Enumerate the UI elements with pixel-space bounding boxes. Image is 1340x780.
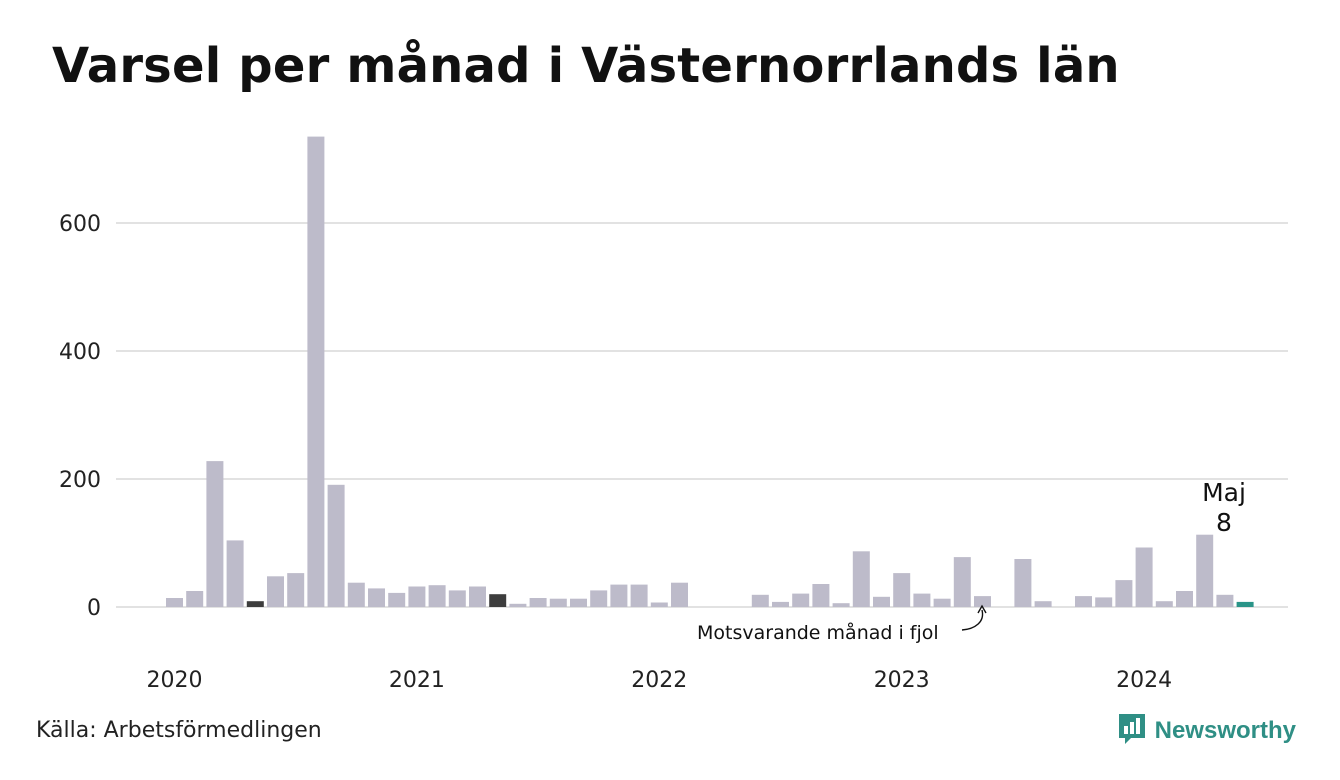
x-tick-label: 2024 (1116, 668, 1172, 693)
bar-same-month-previous-year (246, 601, 264, 607)
x-tick-label: 2023 (874, 668, 930, 693)
annotation-arrowhead (977, 604, 987, 614)
bar (307, 136, 325, 607)
bar (327, 484, 345, 607)
bar (772, 601, 789, 607)
bar (1075, 596, 1092, 607)
bar (630, 584, 648, 607)
y-tick-label: 200 (59, 468, 101, 493)
bar (1155, 601, 1173, 607)
bar (1014, 559, 1032, 607)
y-axis-ticks: 0 200 400 600 (59, 212, 101, 621)
bar (469, 586, 486, 607)
bar (408, 586, 426, 607)
bar (549, 598, 567, 607)
x-tick-label: 2021 (389, 668, 445, 693)
bar (873, 596, 890, 607)
bar (428, 585, 446, 607)
bar (974, 596, 991, 607)
bar-current-month (1236, 601, 1254, 607)
newsworthy-logo-icon (1117, 712, 1147, 750)
annotations: Motsvarande månad i fjol Maj 8 (697, 478, 1246, 644)
bar (671, 582, 688, 607)
bar (913, 593, 931, 607)
bar (1034, 601, 1052, 607)
bar (347, 582, 365, 607)
source-note: Källa: Arbetsförmedlingen (36, 718, 322, 743)
bar (267, 576, 284, 607)
x-tick-label: 2020 (147, 668, 203, 693)
bar (590, 590, 608, 607)
bar (792, 593, 810, 607)
bar (206, 461, 224, 607)
bar (1196, 534, 1214, 607)
y-tick-label: 400 (59, 340, 101, 365)
brand-logo: Newsworthy (1117, 712, 1296, 750)
y-tick-label: 600 (59, 212, 101, 237)
bar (226, 540, 244, 607)
bars (166, 136, 1254, 607)
annotation-arrow (961, 609, 984, 631)
bar (933, 598, 951, 607)
x-axis-ticks: 2020 2021 2022 2023 2024 (147, 668, 1173, 693)
bar (812, 584, 830, 607)
gridlines (116, 222, 1288, 608)
bar (166, 598, 183, 607)
bar (388, 592, 406, 607)
bar (287, 573, 305, 607)
y-tick-label: 0 (87, 596, 101, 621)
bar (368, 588, 385, 607)
bar (832, 603, 850, 607)
bar (1216, 594, 1234, 607)
bar (953, 557, 971, 607)
bar (852, 551, 870, 607)
current-month-value: 8 (1216, 508, 1232, 537)
chart-title: Varsel per månad i Västernorrlands län (52, 38, 1120, 94)
bar (1095, 597, 1113, 607)
bar (1135, 547, 1153, 607)
bar (1176, 591, 1193, 607)
annotation-last-year-label: Motsvarande månad i fjol (697, 621, 939, 644)
bar (893, 573, 911, 607)
bar (509, 603, 527, 607)
bar (186, 591, 204, 607)
bar-same-month-previous-year (489, 594, 507, 607)
bar (650, 602, 668, 607)
bar (610, 584, 628, 607)
current-month-label: Maj (1202, 478, 1246, 507)
bar (751, 594, 769, 607)
brand-name: Newsworthy (1154, 717, 1296, 744)
x-tick-label: 2022 (631, 668, 687, 693)
bar (1115, 580, 1133, 607)
bar (570, 598, 587, 607)
bar (448, 590, 466, 607)
bar (529, 598, 547, 607)
